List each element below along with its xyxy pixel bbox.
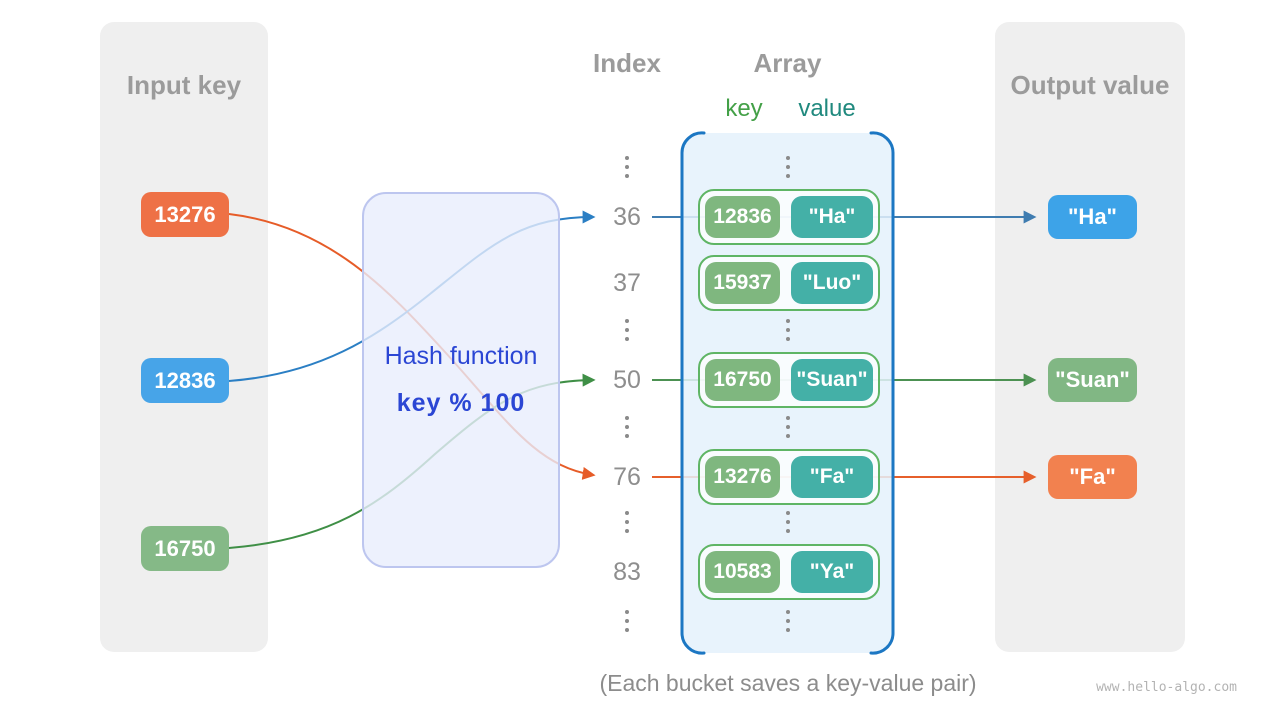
bucket-row-37: 15937 "Luo" bbox=[698, 255, 880, 311]
input-key-13276: 13276 bbox=[141, 192, 229, 237]
output-panel-title: Output value bbox=[1010, 70, 1170, 100]
ellipsis-dots bbox=[625, 511, 629, 533]
ellipsis-dots bbox=[625, 156, 629, 178]
index-column-title: Index bbox=[593, 48, 661, 78]
output-value-Fa: "Fa" bbox=[1048, 455, 1137, 499]
output-value-Ha: "Ha" bbox=[1048, 195, 1137, 239]
ellipsis-dots bbox=[625, 319, 629, 341]
index-label-76: 76 bbox=[613, 463, 641, 491]
bucket-value: "Suan" bbox=[791, 359, 873, 401]
index-label-37: 37 bbox=[613, 269, 641, 297]
bucket-key: 10583 bbox=[705, 551, 780, 593]
bucket-key: 15937 bbox=[705, 262, 780, 304]
bucket-value: "Luo" bbox=[791, 262, 873, 304]
bucket-value: "Ya" bbox=[791, 551, 873, 593]
bucket-row-76: 13276 "Fa" bbox=[698, 449, 880, 505]
hash-function-formula: key % 100 bbox=[396, 389, 526, 417]
ellipsis-dots bbox=[786, 156, 790, 178]
ellipsis-dots bbox=[786, 511, 790, 533]
bucket-key: 16750 bbox=[705, 359, 780, 401]
diagram-caption: (Each bucket saves a key-value pair) bbox=[599, 670, 977, 696]
index-label-36: 36 bbox=[613, 203, 641, 231]
ellipsis-dots bbox=[786, 416, 790, 438]
ellipsis-dots bbox=[625, 416, 629, 438]
output-value-panel: Output value bbox=[995, 22, 1185, 652]
array-column-title: Array bbox=[753, 48, 822, 78]
bucket-key: 13276 bbox=[705, 456, 780, 498]
input-panel-title: Input key bbox=[126, 70, 242, 100]
bucket-row-50: 16750 "Suan" bbox=[698, 352, 880, 408]
bucket-value: "Ha" bbox=[791, 196, 873, 238]
bucket-key: 12836 bbox=[705, 196, 780, 238]
ellipsis-dots bbox=[786, 610, 790, 632]
bucket-value: "Fa" bbox=[791, 456, 873, 498]
index-label-83: 83 bbox=[613, 558, 641, 586]
ellipsis-dots bbox=[625, 610, 629, 632]
index-label-50: 50 bbox=[613, 366, 641, 394]
bucket-row-36: 12836 "Ha" bbox=[698, 189, 880, 245]
key-column-label: key bbox=[725, 95, 763, 122]
bucket-row-83: 10583 "Ya" bbox=[698, 544, 880, 600]
hash-function-label: Hash function bbox=[384, 342, 538, 370]
hash-function-box: Hash function key % 100 bbox=[362, 192, 560, 568]
input-key-12836: 12836 bbox=[141, 358, 229, 403]
site-watermark: www.hello-algo.com bbox=[1096, 680, 1237, 695]
value-column-label: value bbox=[798, 95, 856, 122]
input-key-16750: 16750 bbox=[141, 526, 229, 571]
ellipsis-dots bbox=[786, 319, 790, 341]
output-value-Suan: "Suan" bbox=[1048, 358, 1137, 402]
